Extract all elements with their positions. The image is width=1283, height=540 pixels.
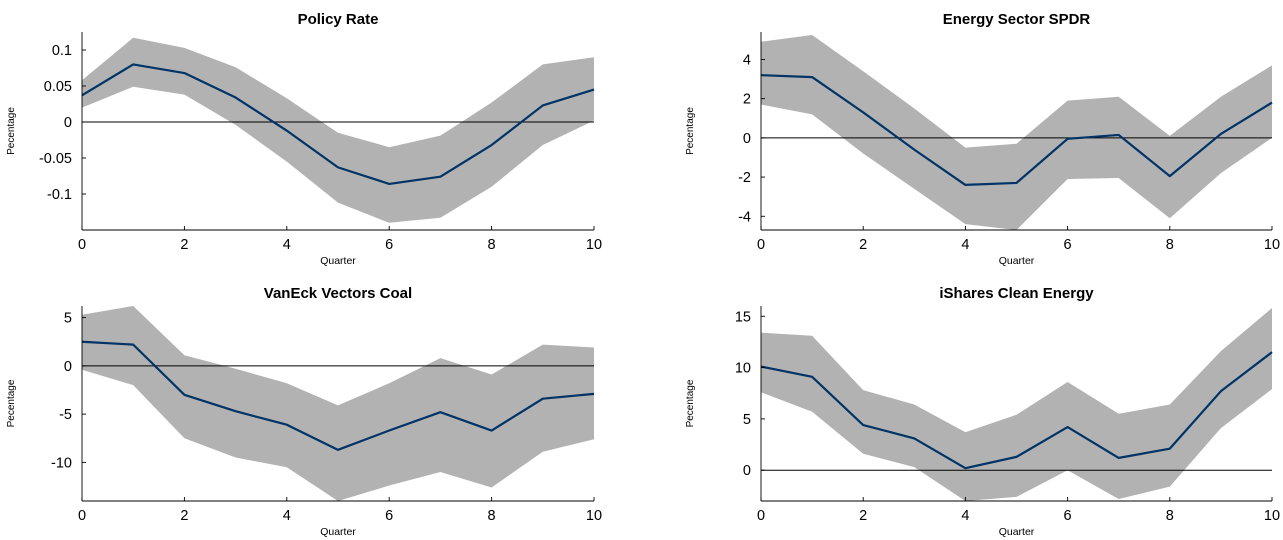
chart-panel-4: 0 2 4 6 8 10 0 5 10 15 iShares Clean Energy Quarter… [685,285,1280,538]
confidence-band [82,37,594,223]
y-tick-label: 5 [743,412,751,428]
x-tick-label: 2 [180,237,188,253]
y-tick-label: -4 [738,209,751,225]
chart-title: Energy Sector SPDR [943,11,1091,28]
chart-title: Policy Rate [298,11,379,28]
x-tick-label: 4 [961,237,969,253]
x-tick-label: 10 [586,237,602,253]
y-tick-label: 4 [743,52,751,68]
x-axis-label: Quarter [999,255,1035,267]
x-tick-label: 6 [1064,508,1072,524]
x-tick-label: 4 [283,508,291,524]
y-tick-label: 0 [64,115,72,131]
x-tick-label: 8 [488,237,496,253]
x-tick-label: 2 [859,237,867,253]
series-line-1 [760,351,1273,470]
x-tick-label: 0 [78,237,86,253]
y-tick-label: 0 [64,359,72,375]
x-tick-label: 0 [757,237,765,253]
chart-panel-3: 0 2 4 6 8 10 -10 -5 0 5 VanEck Vectors Coal Quarter… [6,285,602,538]
x-tick-label: 10 [1264,237,1280,253]
x-tick-label: 10 [586,508,602,524]
y-tick-label: -5 [59,407,72,423]
x-axis-label: Quarter [320,526,356,538]
chart-panel-2: 0 2 4 6 8 10 -4 -2 0 2 4 Energy Sector SPDR Quarter P… [685,11,1280,267]
series-line-1 [760,74,1273,187]
y-axis-label: Pecentage [6,379,17,427]
series-line-1 [81,63,595,186]
chart-panel-1: 0 2 4 6 8 10 -0.1 -0.05 0 0.05 0.1 Policy Rate Quart… [6,11,602,267]
y-axis-label: Pecentage [6,107,17,155]
x-tick-label: 4 [283,237,291,253]
x-tick-label: 6 [1064,237,1072,253]
x-axis-label: Quarter [999,526,1035,538]
chart-title: VanEck Vectors Coal [264,285,412,302]
y-tick-label: 0 [743,463,751,479]
x-tick-label: 6 [385,508,393,524]
y-tick-label: 5 [64,311,72,327]
confidence-band [761,34,1272,230]
y-tick-label: 0.05 [44,79,72,95]
series-line-1 [81,340,595,451]
y-tick-label: 0.1 [52,43,72,59]
x-tick-label: 8 [1166,237,1174,253]
y-tick-label: 0 [743,131,751,147]
y-tick-label: -0.05 [39,151,72,167]
chart-title: iShares Clean Energy [939,285,1094,302]
y-tick-label: 2 [743,92,751,108]
x-tick-label: 8 [488,508,496,524]
x-axis-label: Quarter [320,255,356,267]
y-axis-label: Pecentage [685,107,696,155]
x-tick-label: 8 [1166,508,1174,524]
confidence-band [82,306,594,501]
x-tick-label: 2 [859,508,867,524]
x-tick-label: 0 [757,508,765,524]
x-tick-label: 6 [385,237,393,253]
y-tick-label: 15 [735,309,751,325]
y-tick-label: -10 [51,455,72,471]
y-axis-label: Pecentage [685,379,696,427]
y-tick-label: -0.1 [47,187,72,203]
confidence-band [761,308,1272,501]
x-tick-label: 0 [78,508,86,524]
y-tick-label: -2 [738,170,751,186]
y-tick-label: 10 [735,361,751,377]
x-tick-label: 10 [1264,508,1280,524]
x-tick-label: 4 [961,508,969,524]
x-tick-label: 2 [180,508,188,524]
